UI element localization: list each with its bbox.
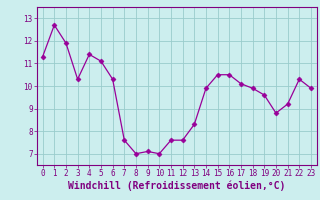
X-axis label: Windchill (Refroidissement éolien,°C): Windchill (Refroidissement éolien,°C) bbox=[68, 181, 285, 191]
